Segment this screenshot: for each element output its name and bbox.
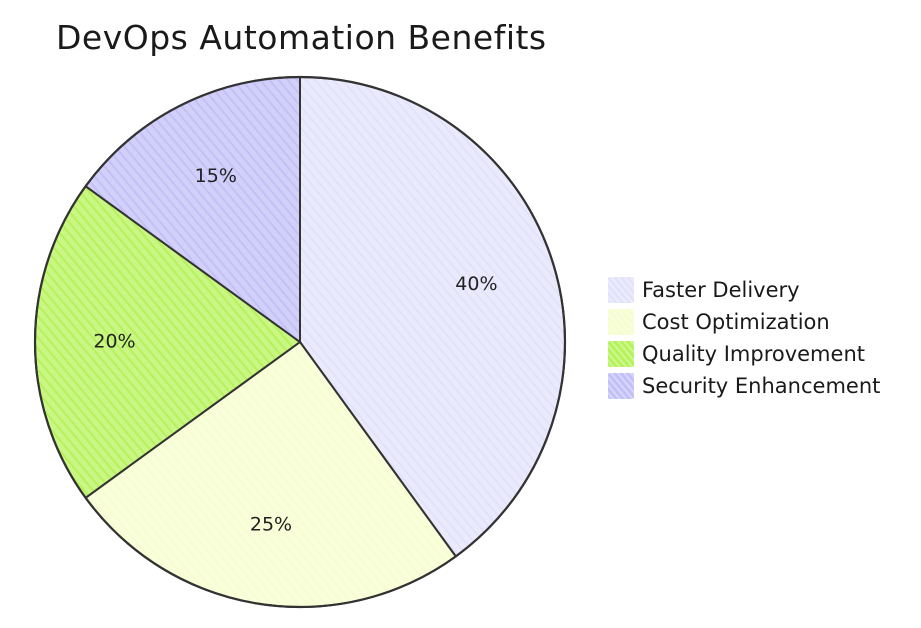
- legend-label: Faster Delivery: [642, 277, 800, 302]
- legend-label: Quality Improvement: [642, 341, 865, 366]
- slice-label-faster-delivery: 40%: [455, 273, 497, 295]
- legend-item-quality-improvement: Quality Improvement: [608, 340, 880, 367]
- legend-item-faster-delivery: Faster Delivery: [608, 276, 880, 303]
- slice-label-cost-optimization: 25%: [250, 514, 292, 536]
- legend-item-cost-optimization: Cost Optimization: [608, 308, 880, 335]
- legend-item-security-enhancement: Security Enhancement: [608, 372, 880, 399]
- legend-swatch: [608, 340, 634, 367]
- legend-swatch: [608, 308, 634, 335]
- legend-swatch: [608, 276, 634, 303]
- slice-label-quality-improvement: 20%: [93, 331, 135, 353]
- chart-title: DevOps Automation Benefits: [56, 18, 547, 57]
- legend: Faster Delivery Cost Optimization Qualit…: [608, 276, 880, 399]
- legend-swatch: [608, 372, 634, 399]
- pie-outline: [33, 75, 567, 609]
- legend-label: Security Enhancement: [642, 373, 881, 398]
- slice-label-security-enhancement: 15%: [195, 165, 237, 187]
- legend-label: Cost Optimization: [642, 309, 830, 334]
